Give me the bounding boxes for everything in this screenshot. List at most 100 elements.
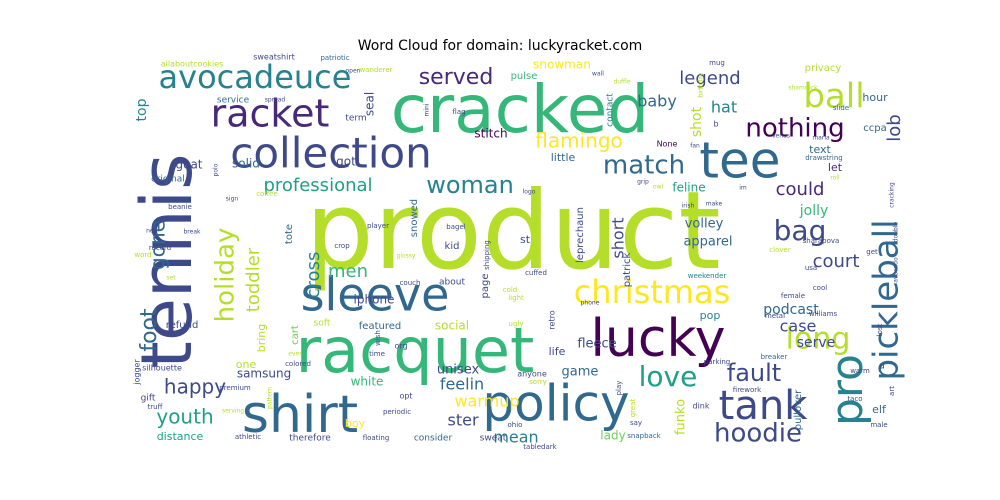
word-jogger: jogger: [133, 359, 142, 386]
word-bagel: bagel: [446, 223, 465, 231]
word-featured: featured: [359, 321, 401, 332]
word-about: about: [439, 278, 465, 288]
word-sleeve: sleeve: [301, 268, 450, 322]
word-court: court: [813, 251, 860, 272]
word-irish: irish: [682, 203, 695, 210]
word-legend: legend: [679, 68, 740, 89]
word-stitch: stitch: [474, 127, 507, 141]
word-shamrock: shamrock: [788, 85, 818, 92]
word-short: short: [609, 217, 628, 258]
word-net: net: [146, 228, 156, 235]
word-great: great: [629, 398, 637, 417]
word-maria: maria: [812, 135, 830, 142]
word-ever: ever: [288, 351, 302, 358]
word-opt: opt: [399, 392, 412, 401]
word-bring: bring: [255, 324, 268, 353]
word-fault: fault: [727, 359, 781, 387]
word-periodic: periodic: [383, 408, 411, 416]
word-happy: happy: [164, 375, 226, 399]
word-u: u: [879, 362, 885, 372]
word-avocadeuce: avocadeuce: [159, 58, 352, 96]
word-anyone: anyone: [517, 370, 547, 379]
word-fan: fan: [690, 143, 700, 150]
word-tennis: tennis: [126, 153, 208, 368]
word-polo: polo: [213, 163, 220, 176]
word-consider: consider: [414, 434, 453, 444]
word-shirt: shirt: [242, 385, 358, 445]
word-sharapova: sharapova: [803, 237, 840, 245]
word-feelin: feelin: [440, 375, 484, 394]
word-elf: elf: [872, 403, 887, 416]
word-funko: funko: [674, 399, 689, 435]
word-page: page: [480, 274, 491, 299]
word-snowman: snowman: [533, 58, 591, 72]
word-double: double: [893, 221, 900, 242]
word-venus: venus: [772, 133, 790, 140]
word-grip: grip: [637, 179, 649, 186]
word-patriotic: patriotic: [320, 54, 349, 62]
word-foot: foot: [137, 308, 162, 352]
word-collection: collection: [230, 129, 432, 178]
word-record: record: [149, 244, 171, 252]
word-female: female: [781, 292, 805, 300]
word-racquet: racquet: [296, 314, 535, 387]
word-contact: contact: [606, 93, 616, 127]
word-tabledark: tabledark: [523, 443, 557, 451]
word-baby: baby: [637, 92, 677, 111]
word-mini: mini: [424, 103, 431, 116]
word-let: let: [828, 161, 843, 174]
word-warmup: warmup: [454, 392, 519, 411]
word-ugly: ugly: [509, 320, 524, 328]
word-drawstring: drawstring: [805, 154, 842, 162]
word-beanie: beanie: [168, 203, 192, 211]
word-break: break: [184, 229, 202, 236]
word-pattern: pattern: [267, 387, 274, 409]
word-pickleball: pickleball: [867, 219, 907, 380]
word-seal: seal: [363, 92, 377, 116]
word-wall: wall: [592, 71, 604, 78]
word-case: case: [780, 317, 817, 336]
word-time: time: [369, 350, 385, 358]
word-hour: hour: [862, 91, 888, 104]
word-christmas: christmas: [574, 273, 731, 311]
word-ccpa: ccpa: [863, 123, 886, 134]
word-mean: mean: [493, 428, 538, 447]
word-distance: distance: [157, 430, 204, 443]
word-tee: tee: [699, 132, 780, 190]
word-cross: cross: [303, 252, 324, 299]
word-play: play: [615, 381, 623, 396]
word-service: service: [217, 96, 250, 106]
word-flamingo: flamingo: [535, 129, 623, 153]
word-light: light: [508, 294, 524, 302]
word-gift: gift: [141, 394, 156, 404]
word-racket: racket: [211, 92, 330, 136]
word-holiday: holiday: [211, 228, 241, 323]
word-bag: bag: [774, 214, 827, 247]
word-tank: tank: [719, 383, 809, 429]
word-podcast: podcast: [763, 302, 819, 318]
word-wish: wish: [374, 330, 382, 346]
word-youth: youth: [156, 405, 213, 429]
word-colored: colored: [285, 360, 311, 368]
word-couch: couch: [400, 279, 421, 287]
word-sign: sign: [226, 196, 239, 203]
word-player: player: [367, 222, 389, 230]
word-say: say: [630, 419, 642, 427]
word-floating: floating: [363, 434, 390, 442]
word-shot: shot: [689, 106, 705, 137]
word-open: open: [346, 68, 361, 75]
word-mug: mug: [709, 59, 725, 67]
word-logo: logo: [523, 189, 536, 196]
word-owl: owl: [653, 184, 664, 191]
word-spread: spread: [265, 97, 286, 104]
word-hat: hat: [711, 98, 737, 117]
word-truff: truff: [148, 403, 163, 411]
word-coffee: coffee: [256, 190, 278, 198]
word-silhouette: silhouette: [142, 364, 182, 373]
word-breaker: breaker: [761, 353, 788, 361]
word-org: org: [394, 342, 407, 351]
word-sweat: sweat: [480, 434, 507, 444]
word-white: white: [351, 375, 384, 389]
word-williams: williams: [809, 310, 838, 318]
word-usa: usa: [805, 264, 817, 272]
